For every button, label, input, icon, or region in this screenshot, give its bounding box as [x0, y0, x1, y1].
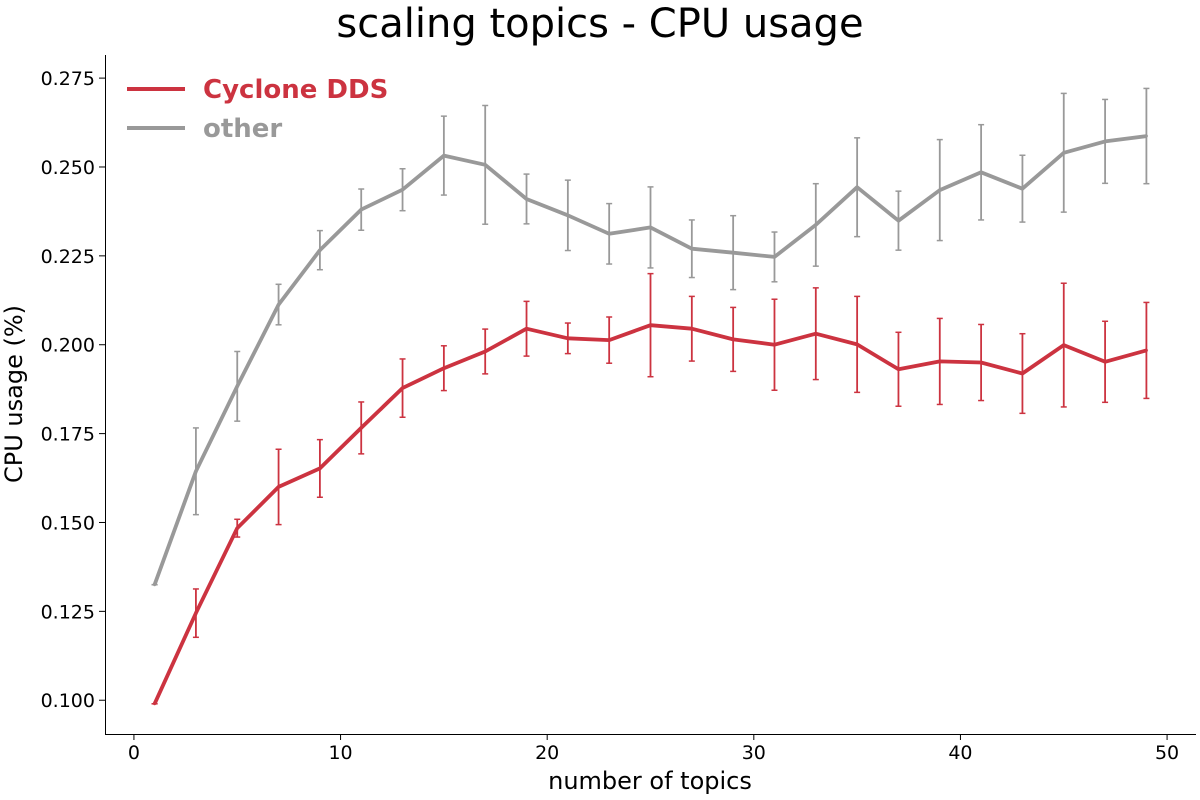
- legend-label: other: [203, 114, 282, 144]
- x-tick-label: 0: [128, 742, 140, 764]
- data-point: [649, 323, 652, 327]
- data-point: [855, 342, 859, 346]
- x-ticks: 0 10 20 30 40 50: [128, 734, 1179, 764]
- x-tick-label: 30: [742, 742, 766, 764]
- data-point: [359, 208, 363, 212]
- x-tick-label: 40: [948, 742, 972, 764]
- y-tick-label: 0.250: [41, 157, 95, 179]
- y-tick-label: 0.200: [41, 335, 95, 357]
- x-tick-label: 50: [1155, 742, 1179, 764]
- y-tick-label: 0.125: [41, 601, 95, 623]
- x-tick-label: 10: [328, 742, 352, 764]
- axes: [105, 55, 1196, 735]
- data-point: [814, 332, 818, 336]
- data-point: [1103, 360, 1107, 364]
- y-axis-label: CPU usage (%): [0, 305, 28, 483]
- data-point: [235, 384, 239, 388]
- data-point: [525, 197, 529, 201]
- series-0: [151, 272, 1150, 706]
- x-axis-label: number of topics: [548, 767, 752, 795]
- data-point: [1020, 187, 1024, 191]
- data-point: [979, 361, 983, 365]
- series-line: [152, 323, 1147, 705]
- data-point: [690, 327, 694, 331]
- data-point: [649, 225, 652, 229]
- y-tick-label: 0.100: [41, 690, 95, 712]
- data-point: [896, 219, 900, 223]
- data-point: [1062, 151, 1066, 155]
- chart-title: scaling topics - CPU usage: [336, 1, 863, 47]
- data-point: [318, 466, 322, 470]
- data-point: [607, 232, 611, 236]
- data-point: [896, 367, 900, 371]
- data-point: [442, 366, 446, 370]
- data-point: [153, 583, 157, 587]
- series-group: [151, 87, 1150, 706]
- y-tick-label: 0.225: [41, 246, 95, 268]
- data-point: [359, 426, 363, 430]
- data-point: [1062, 343, 1066, 347]
- data-point: [235, 526, 239, 530]
- data-point: [525, 327, 529, 331]
- data-point: [938, 188, 942, 192]
- y-tick-label: 0.275: [41, 68, 95, 90]
- series-1: [151, 87, 1150, 587]
- data-point: [607, 338, 611, 342]
- data-point: [566, 336, 570, 340]
- data-point: [1144, 348, 1148, 352]
- y-tick-label: 0.175: [41, 424, 95, 446]
- data-point: [1103, 139, 1107, 143]
- data-point: [1144, 134, 1148, 138]
- data-point: [194, 469, 198, 473]
- data-point: [814, 223, 818, 227]
- data-point: [772, 343, 776, 347]
- data-point: [690, 247, 694, 251]
- data-point: [772, 255, 776, 259]
- data-point: [1020, 372, 1024, 376]
- data-point: [318, 248, 322, 252]
- data-point: [401, 188, 405, 192]
- x-tick-label: 20: [535, 742, 559, 764]
- data-point: [277, 303, 281, 307]
- data-point: [401, 386, 405, 390]
- data-point: [979, 170, 983, 174]
- data-point: [731, 337, 735, 341]
- y-ticks: 0.100 0.125 0.150 0.175 0.200 0.225 0.250 0.275: [41, 68, 105, 712]
- data-point: [855, 185, 859, 189]
- data-point: [483, 349, 487, 353]
- data-point: [483, 163, 487, 167]
- data-point: [442, 154, 446, 158]
- legend: Cyclone DDS other: [127, 75, 388, 144]
- data-point: [731, 251, 735, 255]
- y-tick-label: 0.150: [41, 512, 95, 534]
- data-point: [153, 702, 157, 706]
- legend-label: Cyclone DDS: [203, 75, 388, 105]
- data-point: [277, 485, 281, 489]
- data-point: [566, 213, 570, 217]
- data-point: [194, 611, 198, 615]
- data-point: [938, 359, 942, 363]
